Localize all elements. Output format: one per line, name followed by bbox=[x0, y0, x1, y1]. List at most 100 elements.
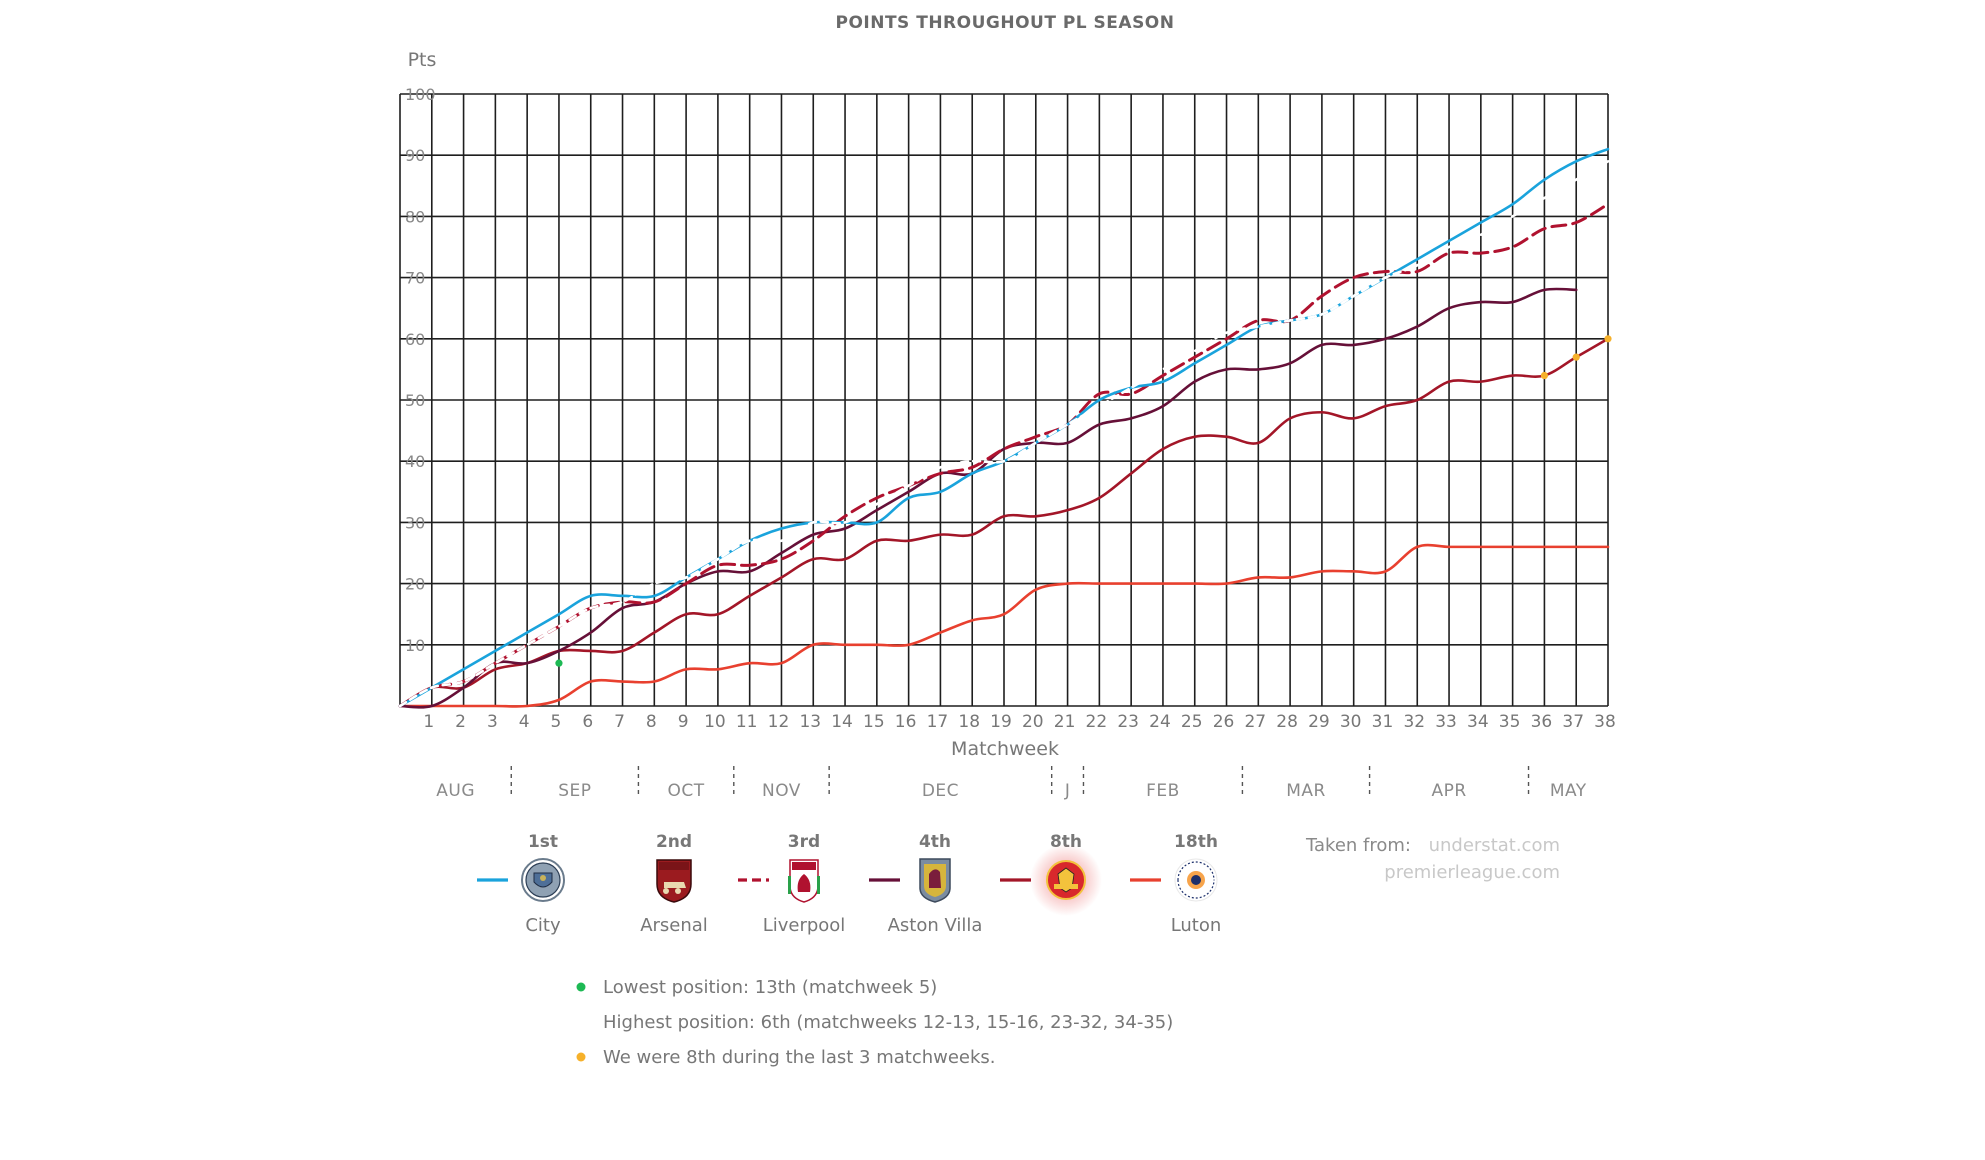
x-tick-label: 11 bbox=[736, 712, 758, 732]
x-tick-label: 31 bbox=[1372, 712, 1394, 732]
x-ticks: 1 2 3 4 5 6 7 8 9 10 11 12 13 14 15 16 17 18 19 20 21 22 23 24 2… bbox=[423, 712, 1615, 732]
x-tick-label: 17 bbox=[927, 712, 949, 732]
source-understat: understat.com bbox=[1429, 835, 1560, 856]
legend-name: Liverpool bbox=[763, 915, 846, 936]
legend-item-city: 1st City bbox=[477, 832, 565, 936]
series-line-luton bbox=[398, 543, 1610, 708]
x-tick-label: 24 bbox=[1149, 712, 1171, 732]
month-label: DEC bbox=[922, 781, 959, 801]
y-tick-label: 100 bbox=[405, 85, 436, 104]
legend-rank: 3rd bbox=[788, 832, 820, 852]
x-tick-label: 2 bbox=[455, 712, 466, 732]
x-tick-label: 38 bbox=[1594, 712, 1616, 732]
x-tick-label: 7 bbox=[614, 712, 625, 732]
series-layer bbox=[398, 147, 1610, 709]
legend-item-liverpool: 3rd Liverpool bbox=[738, 832, 845, 936]
legend: 1st City 2nd Arsenal 3rd Liverpool 4th Aston Vi… bbox=[477, 832, 1221, 936]
x-tick-label: 14 bbox=[831, 712, 853, 732]
note-text: Highest position: 6th (matchweeks 12-13,… bbox=[603, 1012, 1173, 1033]
x-tick-label: 12 bbox=[768, 712, 790, 732]
luton-crest-icon bbox=[1174, 858, 1218, 902]
source-label: Taken from: bbox=[1305, 835, 1411, 856]
x-tick-label: 36 bbox=[1531, 712, 1553, 732]
legend-name: Luton bbox=[1171, 915, 1222, 936]
notes: Lowest position: 13th (matchweek 5) Highe… bbox=[576, 977, 1173, 1068]
legend-rank: 4th bbox=[919, 832, 951, 852]
y-tick-label: 50 bbox=[405, 391, 425, 410]
x-tick-label: 13 bbox=[799, 712, 821, 732]
y-tick-label: 10 bbox=[405, 636, 425, 655]
x-axis-label: Matchweek bbox=[951, 738, 1059, 760]
x-tick-label: 25 bbox=[1181, 712, 1203, 732]
special-points bbox=[555, 335, 1612, 667]
series-line-man-united bbox=[398, 337, 1610, 708]
x-tick-label: 16 bbox=[895, 712, 917, 732]
legend-rank: 1st bbox=[528, 832, 558, 852]
x-tick-label: 27 bbox=[1244, 712, 1266, 732]
x-tick-label: 21 bbox=[1054, 712, 1076, 732]
legend-item-aston-villa: 4th Aston Villa bbox=[869, 832, 982, 936]
note-bullet bbox=[576, 1052, 586, 1062]
y-tick-label: 40 bbox=[405, 452, 425, 471]
arsenal-crest-icon bbox=[656, 859, 692, 903]
x-tick-label: 26 bbox=[1213, 712, 1235, 732]
source-premierleague: premierleague.com bbox=[1384, 862, 1560, 883]
y-tick-label: 20 bbox=[405, 575, 425, 594]
legend-item-arsenal: 2nd Arsenal bbox=[608, 832, 708, 936]
month-label: OCT bbox=[668, 781, 705, 801]
x-tick-label: 28 bbox=[1276, 712, 1298, 732]
man-united-crest-icon bbox=[1030, 844, 1102, 916]
x-tick-label: 35 bbox=[1499, 712, 1521, 732]
x-tick-label: 5 bbox=[551, 712, 562, 732]
x-tick-label: 4 bbox=[519, 712, 530, 732]
x-tick-label: 18 bbox=[958, 712, 980, 732]
month-label: SEP bbox=[558, 781, 591, 801]
month-bands: AUG SEP OCT NOV DEC J FEB MAR APR MAY bbox=[436, 766, 1587, 801]
liverpool-crest-icon bbox=[788, 859, 820, 903]
month-label: APR bbox=[1431, 781, 1466, 801]
x-tick-label: 6 bbox=[582, 712, 593, 732]
x-tick-label: 10 bbox=[704, 712, 726, 732]
month-label: FEB bbox=[1146, 781, 1180, 801]
highlight-point bbox=[1540, 371, 1549, 380]
x-tick-label: 19 bbox=[990, 712, 1012, 732]
man-city-crest-icon bbox=[521, 858, 565, 902]
legend-item-man-united: 8th bbox=[1000, 832, 1102, 916]
y-tick-label: 70 bbox=[405, 269, 425, 288]
highlight-point bbox=[1572, 353, 1580, 361]
y-tick-label: 90 bbox=[405, 146, 425, 165]
y-ticks: 10 20 30 40 50 60 70 80 90 100 bbox=[405, 85, 436, 655]
x-tick-label: 9 bbox=[678, 712, 689, 732]
month-label: AUG bbox=[436, 781, 475, 801]
x-tick-label: 29 bbox=[1308, 712, 1330, 732]
x-tick-label: 1 bbox=[423, 712, 434, 732]
month-label: NOV bbox=[762, 781, 801, 801]
aston-villa-crest-icon bbox=[919, 858, 951, 903]
chart-title: POINTS THROUGHOUT PL SEASON bbox=[836, 13, 1175, 33]
x-tick-label: 32 bbox=[1403, 712, 1425, 732]
x-tick-label: 37 bbox=[1562, 712, 1584, 732]
month-label: MAY bbox=[1550, 781, 1587, 801]
x-tick-label: 30 bbox=[1340, 712, 1362, 732]
grid bbox=[399, 93, 1609, 707]
legend-name: City bbox=[525, 915, 561, 936]
source-block: Taken from: understat.com premierleague.… bbox=[1305, 835, 1560, 883]
y-tick-label: 30 bbox=[405, 513, 425, 532]
note-text: We were 8th during the last 3 matchweeks… bbox=[603, 1047, 996, 1068]
legend-rank: 2nd bbox=[656, 832, 692, 852]
x-tick-label: 23 bbox=[1117, 712, 1139, 732]
note-bullet bbox=[576, 982, 586, 992]
y-tick-label: 60 bbox=[405, 330, 425, 349]
y-tick-label: 80 bbox=[405, 207, 425, 226]
x-tick-label: 22 bbox=[1086, 712, 1108, 732]
x-tick-label: 3 bbox=[487, 712, 498, 732]
highlight-point bbox=[1604, 335, 1612, 343]
x-tick-label: 8 bbox=[646, 712, 657, 732]
x-tick-label: 34 bbox=[1467, 712, 1489, 732]
month-label: J bbox=[1064, 781, 1071, 801]
legend-rank: 18th bbox=[1174, 832, 1218, 852]
legend-item-luton: 18th Luton bbox=[1130, 832, 1221, 936]
month-label: MAR bbox=[1286, 781, 1326, 801]
note-text: Lowest position: 13th (matchweek 5) bbox=[603, 977, 937, 998]
